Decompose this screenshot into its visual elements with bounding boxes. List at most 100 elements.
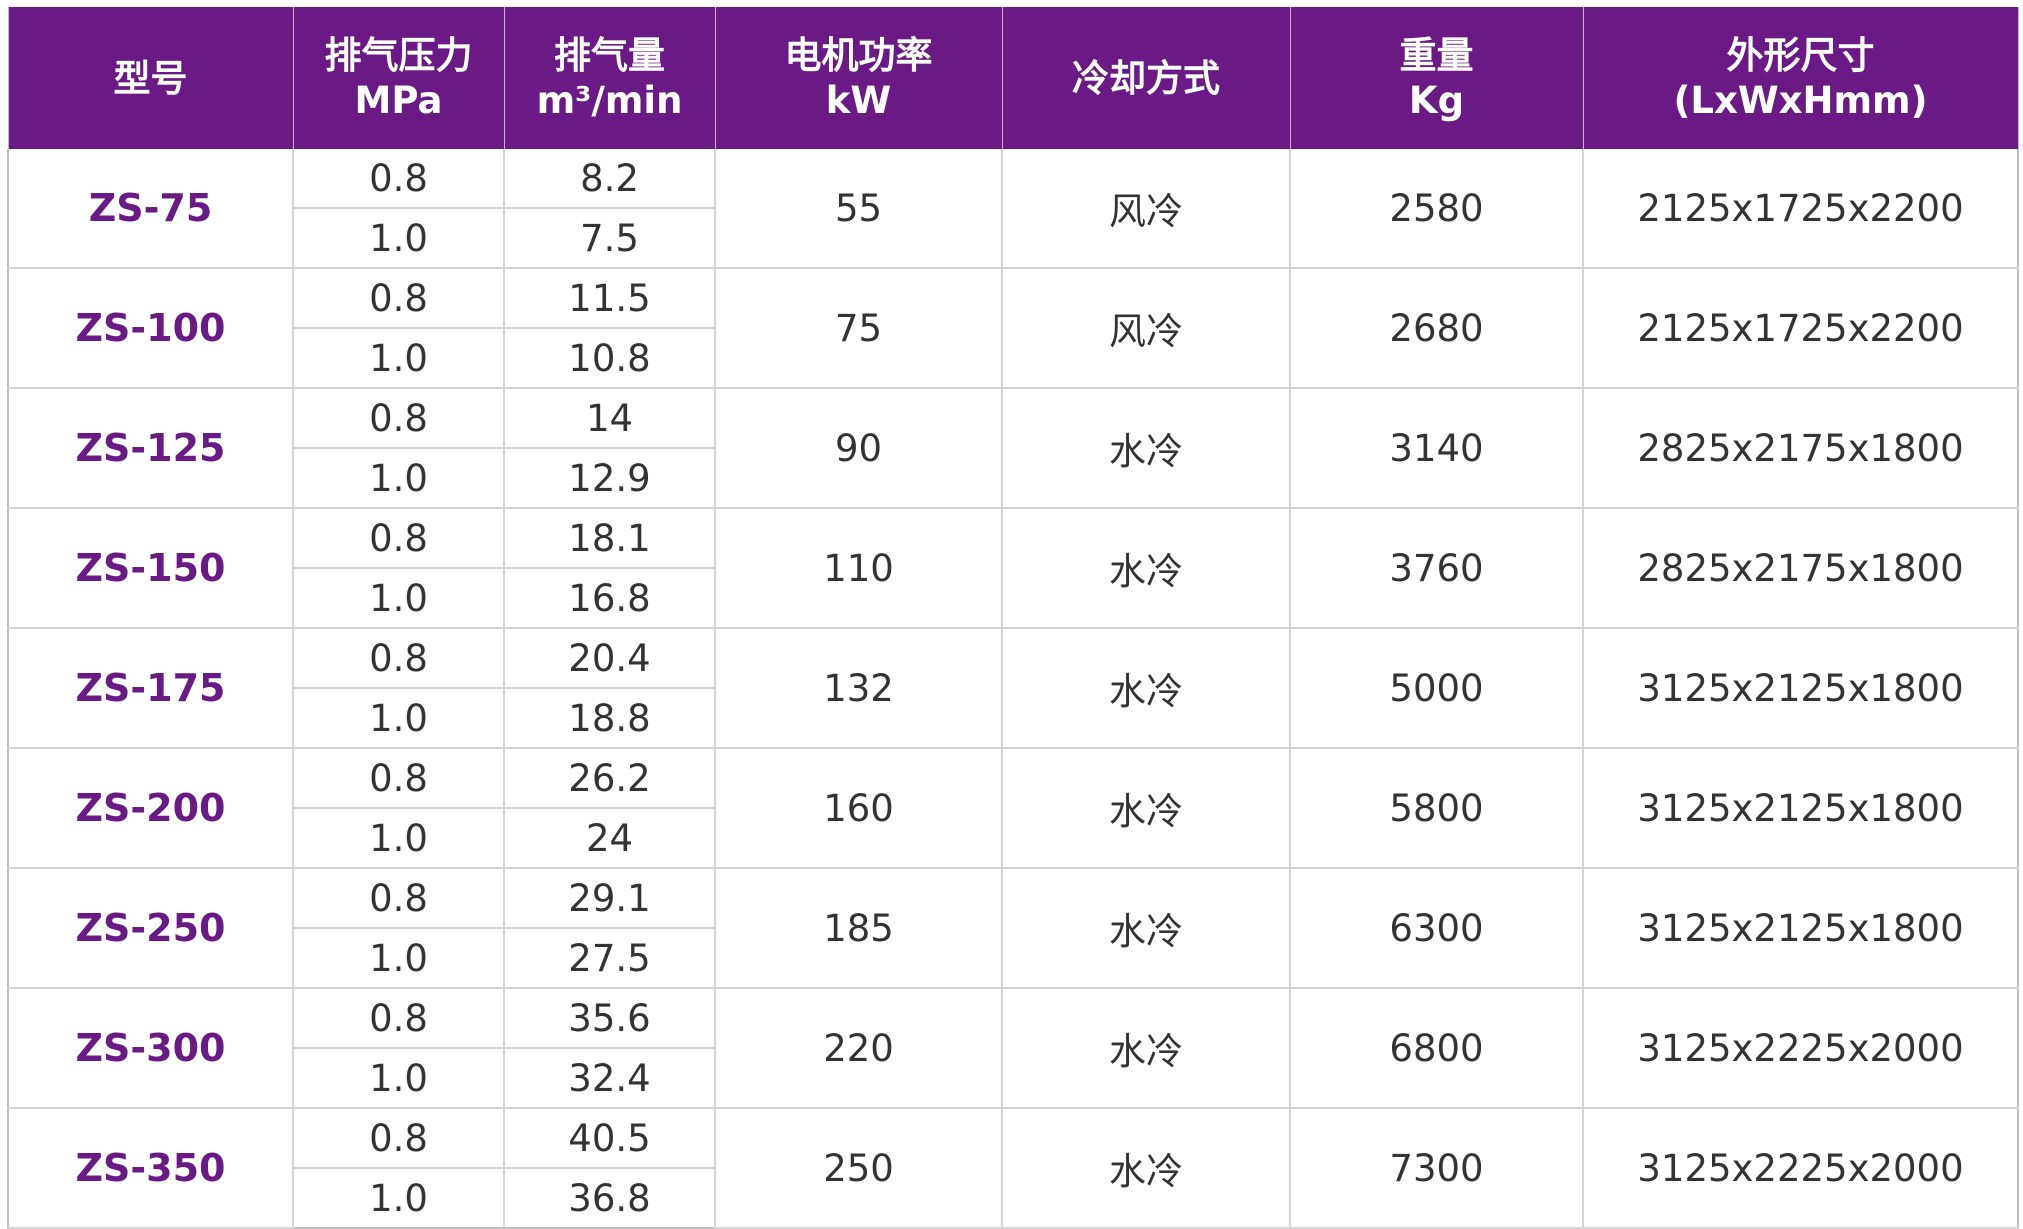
cooling-cell: 水冷: [1001, 747, 1291, 869]
model-cell: ZS-175: [7, 627, 294, 749]
model-cell: ZS-100: [7, 267, 294, 389]
header-weight-unit: Kg: [1408, 79, 1465, 122]
cooling-cell: 水冷: [1001, 387, 1291, 509]
power-cell: 55: [714, 149, 1003, 269]
flow-cell: 29.1: [503, 867, 716, 929]
flow-cell: 35.6: [503, 987, 716, 1049]
weight-cell: 2580: [1289, 149, 1584, 269]
cooling-cell: 水冷: [1001, 627, 1291, 749]
flow-cell: 26.2: [503, 747, 716, 809]
pressure-cell: 1.0: [292, 687, 505, 749]
model-cell: ZS-300: [7, 987, 294, 1109]
power-cell: 220: [714, 987, 1003, 1109]
weight-cell: 3760: [1289, 507, 1584, 629]
power-cell: 132: [714, 627, 1003, 749]
table-row: ZS-300 0.8 35.6 220 水冷 6800 3125x2225x2000: [7, 987, 2019, 1109]
dimensions-cell: 2125x1725x2200: [1582, 267, 2019, 389]
header-dimensions-label: 外形尺寸: [1726, 34, 1875, 77]
dimensions-cell: 3125x2125x1800: [1582, 867, 2019, 989]
pressure-cell: 0.8: [292, 747, 505, 809]
header-power-label: 电机功率: [784, 34, 933, 77]
header-flow-label: 排气量: [554, 34, 665, 77]
header-power: 电机功率 kW: [714, 7, 1003, 149]
flow-cell: 8.2: [503, 149, 716, 209]
table-subrow: 1.0 24: [8, 807, 2018, 869]
power-cell: 90: [714, 387, 1003, 509]
weight-cell: 2680: [1289, 267, 1584, 389]
header-model: 型号: [7, 7, 294, 149]
model-cell: ZS-200: [7, 747, 294, 869]
pressure-cell: 0.8: [292, 507, 505, 569]
pressure-cell: 1.0: [292, 327, 505, 389]
flow-cell: 16.8: [503, 567, 716, 629]
pressure-cell: 1.0: [292, 207, 505, 269]
pressure-cell: 1.0: [292, 1047, 505, 1109]
pressure-cell: 0.8: [292, 987, 505, 1049]
model-cell: ZS-75: [7, 149, 294, 269]
table-row: ZS-100 0.8 11.5 75 风冷 2680 2125x1725x2200: [7, 267, 2019, 389]
flow-cell: 18.8: [503, 687, 716, 749]
table-subrow: 1.0 7.5: [8, 207, 2018, 269]
flow-cell: 40.5: [503, 1107, 716, 1169]
pressure-cell: 0.8: [292, 627, 505, 689]
pressure-cell: 1.0: [292, 807, 505, 869]
power-cell: 185: [714, 867, 1003, 989]
header-pressure-label: 排气压力: [324, 34, 473, 77]
table-row: ZS-250 0.8 29.1 185 水冷 6300 3125x2125x1800: [7, 867, 2019, 989]
header-flow-unit: m³/min: [536, 79, 683, 122]
model-cell: ZS-125: [7, 387, 294, 509]
table-body: ZS-75 0.8 8.2 55 风冷 2580 2125x1725x2200 1.0 7.5 Z…: [7, 149, 2019, 1229]
header-pressure: 排气压力 MPa: [292, 7, 505, 149]
flow-cell: 20.4: [503, 627, 716, 689]
flow-cell: 14: [503, 387, 716, 449]
dimensions-cell: 2825x2175x1800: [1582, 387, 2019, 509]
table-row: ZS-150 0.8 18.1 110 水冷 3760 2825x2175x1800: [7, 507, 2019, 629]
table-subrow: 1.0 32.4: [8, 1047, 2018, 1109]
dimensions-cell: 2825x2175x1800: [1582, 507, 2019, 629]
header-model-label: 型号: [113, 56, 188, 100]
pressure-cell: 0.8: [292, 149, 505, 209]
flow-cell: 12.9: [503, 447, 716, 509]
flow-cell: 27.5: [503, 927, 716, 989]
pressure-cell: 1.0: [292, 447, 505, 509]
flow-cell: 18.1: [503, 507, 716, 569]
flow-cell: 32.4: [503, 1047, 716, 1109]
weight-cell: 5000: [1289, 627, 1584, 749]
header-cooling: 冷却方式: [1001, 7, 1291, 149]
flow-cell: 7.5: [503, 207, 716, 269]
flow-cell: 10.8: [503, 327, 716, 389]
weight-cell: 7300: [1289, 1107, 1584, 1229]
dimensions-cell: 3125x2125x1800: [1582, 747, 2019, 869]
power-cell: 75: [714, 267, 1003, 389]
table-row: ZS-125 0.8 14 90 水冷 3140 2825x2175x1800: [7, 387, 2019, 509]
weight-cell: 6300: [1289, 867, 1584, 989]
table-subrow: 1.0 18.8: [8, 687, 2018, 749]
flow-cell: 24: [503, 807, 716, 869]
pressure-cell: 1.0: [292, 567, 505, 629]
table-row: ZS-350 0.8 40.5 250 水冷 7300 3125x2225x2000: [7, 1107, 2019, 1229]
header-cooling-label: 冷却方式: [1072, 56, 1220, 100]
model-cell: ZS-150: [7, 507, 294, 629]
model-cell: ZS-250: [7, 867, 294, 989]
dimensions-cell: 3125x2225x2000: [1582, 987, 2019, 1109]
power-cell: 160: [714, 747, 1003, 869]
dimensions-cell: 3125x2125x1800: [1582, 627, 2019, 749]
pressure-cell: 1.0: [292, 1167, 505, 1229]
flow-cell: 11.5: [503, 267, 716, 329]
table-header: 型号 排气压力 MPa 排气量 m³/min 电机功率 kW 冷却方式 重量 K…: [7, 7, 2019, 149]
weight-cell: 3140: [1289, 387, 1584, 509]
header-power-unit: kW: [825, 79, 892, 122]
header-weight: 重量 Kg: [1289, 7, 1584, 149]
flow-cell: 36.8: [503, 1167, 716, 1229]
table-row: ZS-75 0.8 8.2 55 风冷 2580 2125x1725x2200: [7, 149, 2019, 269]
header-dimensions: 外形尺寸 (LxWxHmm): [1582, 7, 2019, 149]
pressure-cell: 0.8: [292, 387, 505, 449]
power-cell: 110: [714, 507, 1003, 629]
cooling-cell: 水冷: [1001, 867, 1291, 989]
header-weight-label: 重量: [1399, 34, 1474, 77]
dimensions-cell: 3125x2225x2000: [1582, 1107, 2019, 1229]
header-flow: 排气量 m³/min: [503, 7, 716, 149]
spec-table: 型号 排气压力 MPa 排气量 m³/min 电机功率 kW 冷却方式 重量 K…: [7, 7, 2019, 1229]
cooling-cell: 水冷: [1001, 507, 1291, 629]
cooling-cell: 水冷: [1001, 1107, 1291, 1229]
